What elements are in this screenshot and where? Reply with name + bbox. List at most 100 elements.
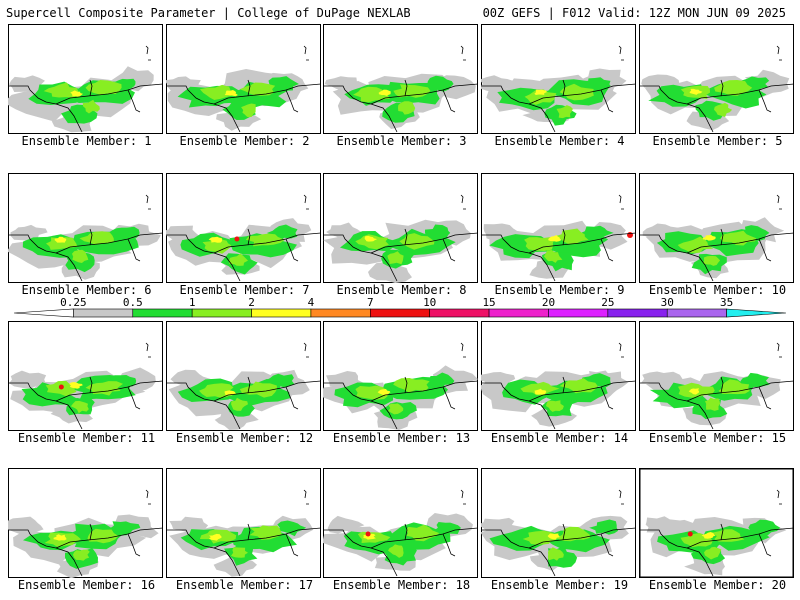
map-plot xyxy=(481,24,636,134)
state-borders xyxy=(639,523,794,577)
member-label: Ensemble Member: 11 xyxy=(17,431,156,445)
colorbar-tick-label: 25 xyxy=(601,296,614,309)
ensemble-panel xyxy=(639,321,794,431)
colorbar-swatch xyxy=(310,308,371,318)
colorbar-swatch xyxy=(429,308,490,318)
ensemble-panel xyxy=(323,468,478,578)
map-plot xyxy=(323,321,478,431)
member-label: Ensemble Member: 15 xyxy=(648,431,787,445)
chart-title: Supercell Composite Parameter | College … xyxy=(6,6,411,20)
member-label: Ensemble Member: 8 xyxy=(336,283,467,297)
ensemble-panel xyxy=(323,24,478,134)
map-plot xyxy=(8,24,163,134)
map-plot xyxy=(8,173,163,283)
ensemble-panel xyxy=(8,321,163,431)
ensemble-panel xyxy=(323,173,478,283)
colorbar-swatch xyxy=(548,308,609,318)
colorbar: 0.25 0.5 1 2 4 7 10 15 20 25 30 35 xyxy=(13,296,787,318)
map-plot xyxy=(323,173,478,283)
member-label: Ensemble Member: 18 xyxy=(332,578,471,592)
map-plot xyxy=(639,468,794,578)
colorbar-tick-label: 10 xyxy=(423,296,436,309)
colorbar-swatch xyxy=(132,308,193,318)
map-plot xyxy=(8,321,163,431)
map-plot xyxy=(323,468,478,578)
map-plot xyxy=(166,321,321,431)
ensemble-panel xyxy=(481,321,636,431)
state-borders xyxy=(323,79,478,133)
colorbar-swatch xyxy=(251,308,312,318)
colorbar-tick-label: 0.5 xyxy=(123,296,143,309)
state-borders xyxy=(481,523,636,577)
map-plot xyxy=(481,468,636,578)
member-label: Ensemble Member: 20 xyxy=(648,578,787,592)
run-valid-time: 00Z GEFS | F012 Valid: 12Z MON JUN 09 20… xyxy=(482,6,786,20)
state-borders xyxy=(166,228,321,282)
map-plot xyxy=(8,468,163,578)
colorbar-swatch xyxy=(13,308,74,318)
map-plot xyxy=(481,321,636,431)
member-label: Ensemble Member: 12 xyxy=(175,431,314,445)
member-label: Ensemble Member: 17 xyxy=(175,578,314,592)
colorbar-tick-label: 1 xyxy=(189,296,196,309)
colorbar-swatch xyxy=(73,308,134,318)
ensemble-panel xyxy=(481,24,636,134)
member-label: Ensemble Member: 19 xyxy=(490,578,629,592)
ensemble-panel xyxy=(639,24,794,134)
map-plot xyxy=(166,173,321,283)
state-borders xyxy=(639,376,794,430)
colorbar-swatch xyxy=(666,308,727,318)
member-label: Ensemble Member: 4 xyxy=(494,134,625,148)
ensemble-panel xyxy=(481,173,636,283)
member-label: Ensemble Member: 13 xyxy=(332,431,471,445)
colorbar-tick-label: 4 xyxy=(308,296,315,309)
state-borders xyxy=(323,376,478,430)
member-label: Ensemble Member: 9 xyxy=(494,283,625,297)
ensemble-panel xyxy=(166,24,321,134)
colorbar-tick-label: 20 xyxy=(542,296,555,309)
state-borders xyxy=(166,79,321,133)
colorbar-swatch xyxy=(191,308,252,318)
ensemble-panel xyxy=(8,24,163,134)
member-label: Ensemble Member: 1 xyxy=(21,134,152,148)
map-plot xyxy=(481,173,636,283)
colorbar-tick-label: 2 xyxy=(248,296,255,309)
colorbar-tick-label: 7 xyxy=(367,296,374,309)
map-plot xyxy=(166,24,321,134)
state-borders xyxy=(323,523,478,577)
ensemble-panel xyxy=(8,173,163,283)
map-plot xyxy=(323,24,478,134)
member-label: Ensemble Member: 2 xyxy=(179,134,310,148)
member-label: Ensemble Member: 3 xyxy=(336,134,467,148)
state-borders xyxy=(639,79,794,133)
colorbar-tick-label: 0.25 xyxy=(60,296,87,309)
state-borders xyxy=(8,79,163,133)
state-borders xyxy=(481,376,636,430)
colorbar-tick-label: 30 xyxy=(661,296,674,309)
ensemble-panel xyxy=(639,468,794,578)
state-borders xyxy=(8,523,163,577)
ensemble-panel xyxy=(166,468,321,578)
state-borders xyxy=(8,376,163,430)
ensemble-panel xyxy=(8,468,163,578)
colorbar-tick-label: 35 xyxy=(720,296,733,309)
ensemble-panel xyxy=(639,173,794,283)
map-plot xyxy=(639,173,794,283)
state-borders xyxy=(639,228,794,282)
member-label: Ensemble Member: 7 xyxy=(179,283,310,297)
state-borders xyxy=(481,79,636,133)
member-label: Ensemble Member: 5 xyxy=(652,134,783,148)
member-label: Ensemble Member: 6 xyxy=(21,283,152,297)
state-borders xyxy=(323,228,478,282)
ensemble-panel xyxy=(166,321,321,431)
colorbar-swatch xyxy=(488,308,549,318)
map-plot xyxy=(639,321,794,431)
colorbar-tick-label: 15 xyxy=(482,296,495,309)
member-label: Ensemble Member: 16 xyxy=(17,578,156,592)
state-borders xyxy=(166,376,321,430)
map-plot xyxy=(639,24,794,134)
member-label: Ensemble Member: 14 xyxy=(490,431,629,445)
state-borders xyxy=(166,523,321,577)
state-borders xyxy=(481,228,636,282)
member-label: Ensemble Member: 10 xyxy=(648,283,787,297)
